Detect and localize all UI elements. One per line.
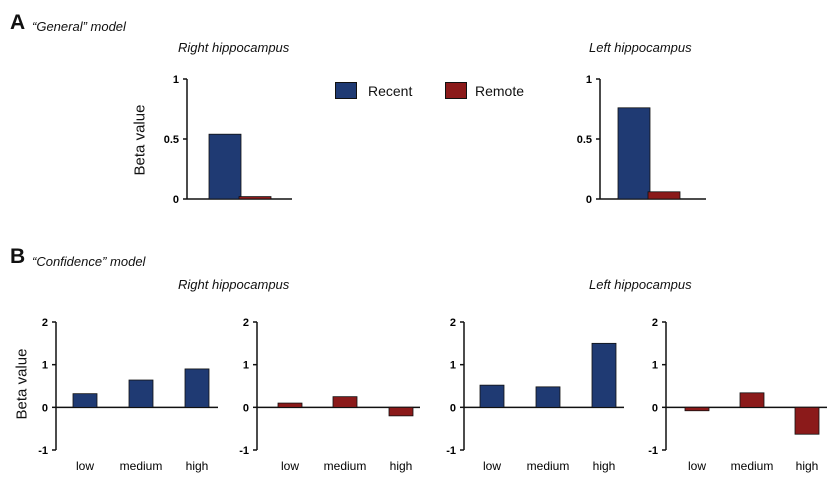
y-tick-label: 1 bbox=[586, 74, 592, 86]
legend-recent-swatch bbox=[335, 82, 357, 99]
bar-remote-high bbox=[794, 406, 820, 435]
chart-4: -1 0 1 2 low medium high bbox=[446, 317, 624, 473]
chart-b-left-title: Left hippocampus bbox=[589, 277, 692, 292]
x-category-label: high bbox=[390, 459, 413, 473]
y-tick-label: 2 bbox=[652, 317, 658, 329]
y-tick-label: -1 bbox=[239, 445, 249, 457]
bar-remote-low bbox=[684, 406, 710, 412]
chart-a-right-title: Right hippocampus bbox=[178, 40, 290, 55]
bar-recent-recent bbox=[208, 133, 242, 200]
y-tick-label: 1 bbox=[173, 74, 179, 86]
x-category-label: low bbox=[76, 459, 94, 473]
bar-remote-medium bbox=[739, 392, 765, 408]
x-category-label: high bbox=[796, 459, 819, 473]
bar-recent-medium bbox=[535, 386, 561, 408]
bar-recent-medium bbox=[128, 379, 154, 408]
y-tick-label: 2 bbox=[450, 317, 456, 329]
y-tick-label: 0 bbox=[652, 402, 658, 414]
x-category-label: high bbox=[593, 459, 616, 473]
chart-5: -1 0 1 2 low medium high bbox=[648, 317, 827, 473]
x-category-label: medium bbox=[527, 459, 570, 473]
chart-a-left-title: Left hippocampus bbox=[589, 40, 692, 55]
x-category-label: low bbox=[281, 459, 299, 473]
bar-recent-recent bbox=[617, 107, 651, 200]
legend-recent-label: Recent bbox=[368, 83, 413, 99]
chart-1: 00.51 bbox=[577, 74, 706, 206]
chart-3: -1 0 1 2 low medium high bbox=[239, 317, 420, 473]
y-tick-label: 0.5 bbox=[164, 134, 179, 146]
bar-recent-low bbox=[72, 393, 98, 408]
bar-remote-low bbox=[277, 402, 303, 408]
panel-a-model-title: “General” model bbox=[32, 19, 126, 34]
y-tick-label: 0 bbox=[243, 402, 249, 414]
y-tick-label: 1 bbox=[42, 360, 48, 372]
y-tick-label: 2 bbox=[42, 317, 48, 329]
bar-remote-remote bbox=[238, 196, 272, 200]
panel-b-model-title: “Confidence” model bbox=[32, 254, 146, 269]
y-tick-label: 1 bbox=[243, 360, 249, 372]
x-category-label: low bbox=[688, 459, 706, 473]
y-tick-label: 0 bbox=[450, 402, 456, 414]
bar-recent-high bbox=[184, 368, 210, 408]
y-tick-label: 2 bbox=[243, 317, 249, 329]
y-tick-label: -1 bbox=[446, 445, 456, 457]
x-category-label: medium bbox=[324, 459, 367, 473]
panel-a-letter: A bbox=[10, 11, 26, 34]
bar-recent-low bbox=[479, 384, 505, 408]
chart-b-right-title: Right hippocampus bbox=[178, 277, 290, 292]
x-category-label: medium bbox=[120, 459, 163, 473]
chart-0: 00.51 bbox=[164, 74, 292, 206]
x-category-label: medium bbox=[731, 459, 774, 473]
bar-remote-remote bbox=[647, 191, 681, 200]
chart-2: -1 0 1 2 low medium high bbox=[38, 317, 218, 473]
y-tick-label: 0 bbox=[173, 194, 179, 206]
y-tick-label: 1 bbox=[652, 360, 658, 372]
y-tick-label: 1 bbox=[450, 360, 456, 372]
legend-remote-swatch bbox=[445, 82, 467, 99]
x-category-label: low bbox=[483, 459, 501, 473]
legend-remote-label: Remote bbox=[475, 83, 525, 99]
y-tick-label: -1 bbox=[648, 445, 658, 457]
x-category-label: high bbox=[186, 459, 209, 473]
y-tick-label: 0 bbox=[42, 402, 48, 414]
y-tick-label: 0.5 bbox=[577, 134, 592, 146]
y-tick-label: 0 bbox=[586, 194, 592, 206]
bar-recent-high bbox=[591, 342, 617, 408]
y-tick-label: -1 bbox=[38, 445, 48, 457]
bar-remote-high bbox=[388, 406, 414, 417]
bar-remote-medium bbox=[332, 396, 358, 408]
panel-b-letter: B bbox=[10, 245, 26, 268]
